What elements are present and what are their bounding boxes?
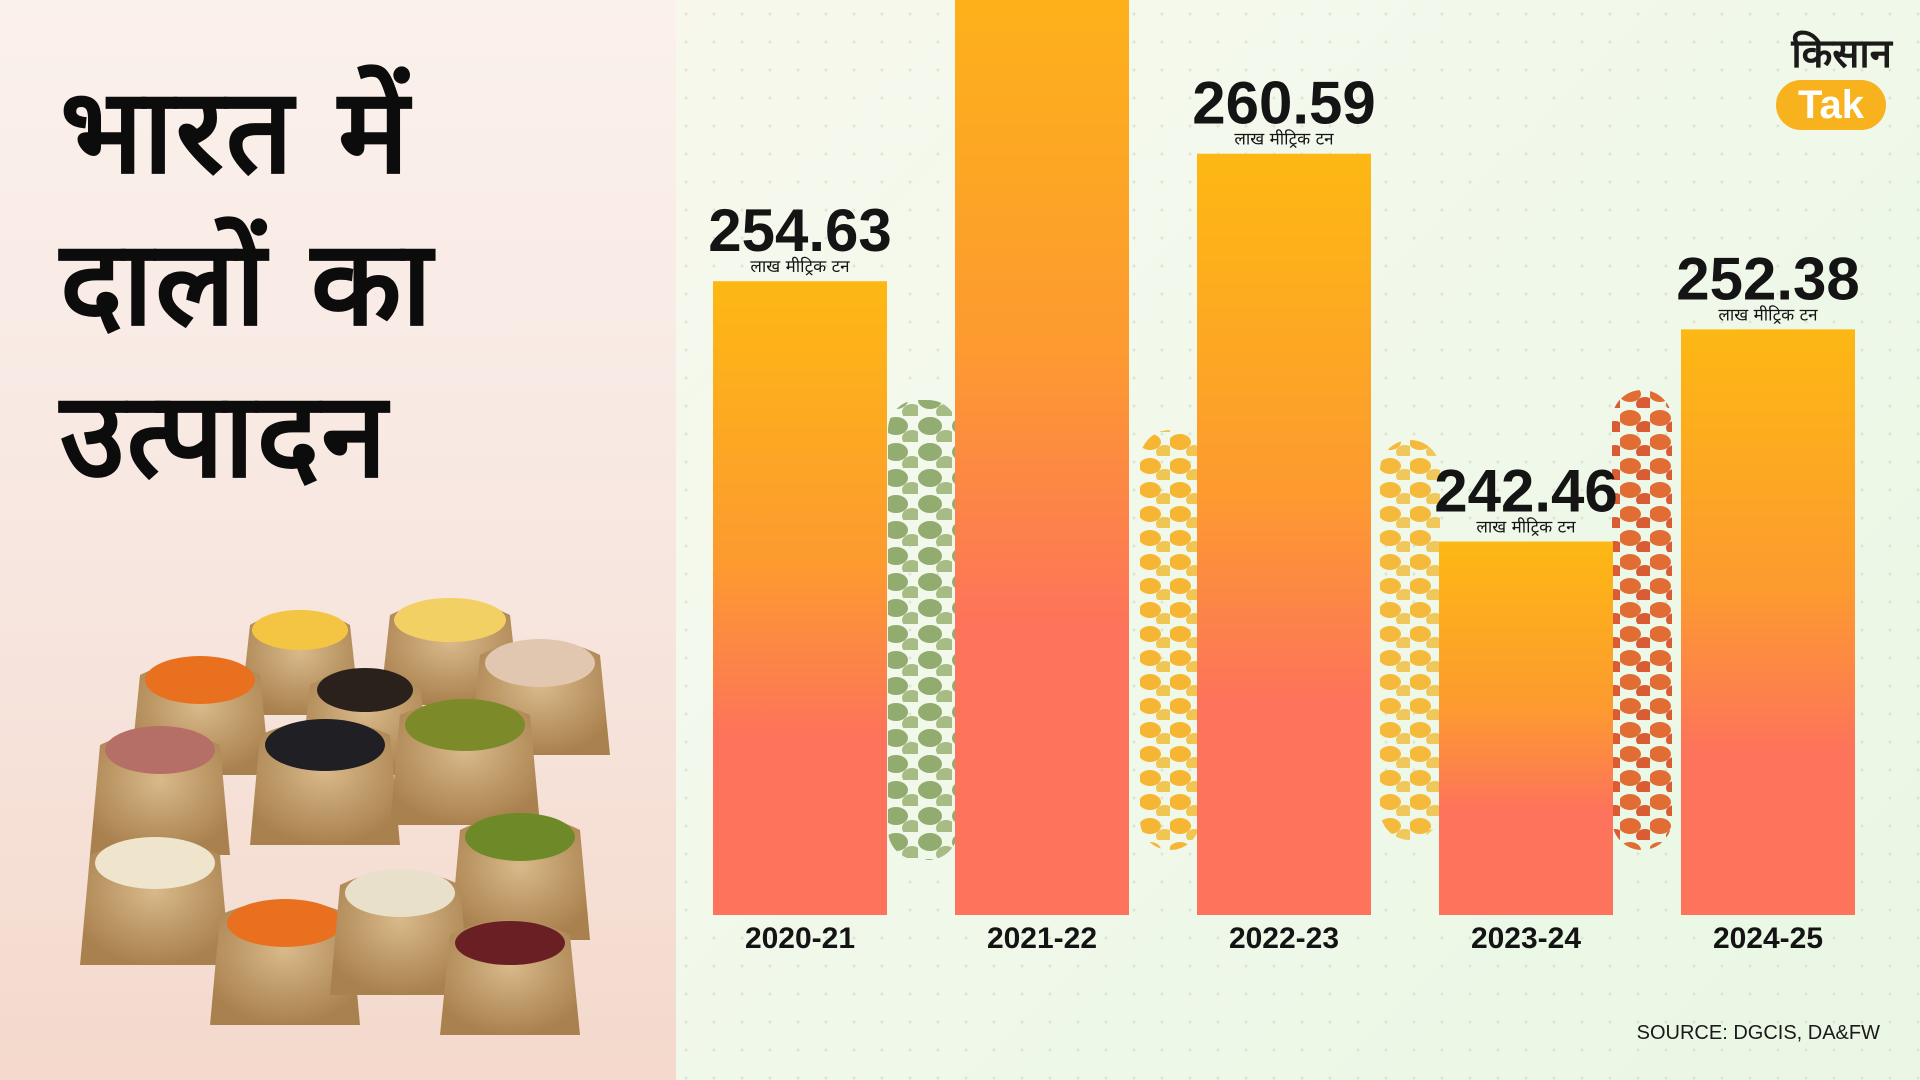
pulse-sacks-illustration [80, 598, 610, 1035]
bar-2024-25 [1681, 329, 1855, 915]
chart-title: भारत में दालों का उत्पादन [60, 55, 660, 511]
bar-2021-22 [955, 0, 1129, 916]
value-label-2020-21: 254.63 [708, 197, 892, 264]
logo-hindi-text: किसान [1791, 31, 1892, 77]
title-line-2: दालों का [60, 214, 435, 352]
title-line-1: भारत में [60, 62, 411, 200]
source-note: SOURCE: DGCIS, DA&FW [1636, 1022, 1880, 1044]
bar-2020-21 [713, 281, 887, 915]
value-label-2024-25: 252.38 [1676, 245, 1860, 312]
lentil-decorations [888, 390, 1672, 860]
unit-label-2020-21: लाख मीट्रिक टन [750, 256, 850, 277]
value-label-2022-23: 260.59 [1192, 70, 1376, 137]
bar-2023-24 [1439, 541, 1613, 915]
title-line-3: उत्पादन [60, 366, 389, 504]
value-label-2023-24: 242.46 [1434, 458, 1618, 525]
logo-tak-badge: Tak [1776, 80, 1886, 130]
title-panel: भारत में दालों का उत्पादन [0, 0, 676, 1080]
category-label-2024-25: 2024-25 [1713, 922, 1823, 955]
category-label-2020-21: 2020-21 [745, 922, 855, 955]
unit-label-2023-24: लाख मीट्रिक टन [1476, 517, 1576, 538]
kisan-tak-logo: किसान Tak [1762, 24, 1892, 134]
bar-2022-23 [1197, 153, 1371, 915]
category-label-2022-23: 2022-23 [1229, 922, 1339, 955]
unit-label-2022-23: लाख मीट्रिक टन [1234, 129, 1334, 150]
category-label-2021-22: 2021-22 [987, 922, 1097, 955]
category-label-2023-24: 2023-24 [1471, 922, 1581, 955]
unit-label-2024-25: लाख मीट्रिक टन [1718, 304, 1818, 325]
